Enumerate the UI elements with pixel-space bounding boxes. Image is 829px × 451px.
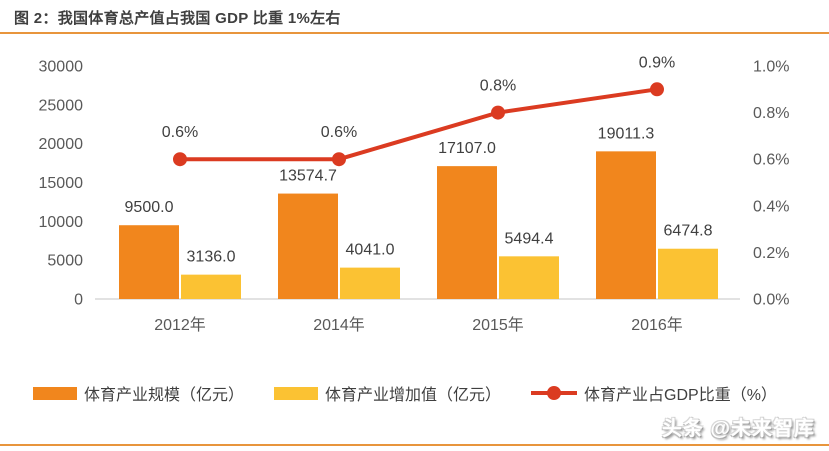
line-marker: [332, 152, 346, 167]
line-value-label: 0.6%: [321, 124, 357, 141]
bar-0-2014年: [278, 193, 338, 299]
bar-1-2016年: [658, 248, 718, 299]
bar-0-2015年: [437, 166, 497, 299]
bar-value-label: 4041.0: [346, 242, 395, 259]
legend-line-dot: [547, 386, 562, 400]
bar-value-label: 9500.0: [125, 199, 174, 216]
bar-1-2015年: [499, 256, 559, 299]
legend-item: 体育产业规模（亿元）: [33, 381, 244, 405]
x-axis-label: 2016年: [631, 316, 683, 334]
legend-label: 体育产业增加值（亿元）: [325, 387, 502, 404]
gdp-ratio-line: [180, 87, 658, 162]
y-axis-right-tick-label: 0.6%: [753, 152, 789, 169]
bar-value-label: 13574.7: [279, 168, 337, 185]
bar-1-2012年: [181, 274, 241, 299]
legend-line-swatch: [531, 386, 578, 400]
line-value-label: 0.8%: [480, 78, 516, 95]
y-axis-right-tick-label: 0.0%: [753, 292, 789, 309]
y-axis-right-tick-label: 1.0%: [753, 59, 789, 76]
legend: 体育产业规模（亿元） 体育产业增加值（亿元） 体育产业占GDP比重（%）: [33, 381, 777, 405]
figure-title: 图 2：我国体育总产值占我国 GDP 比重 1%左右: [14, 10, 341, 27]
y-axis-left-tick-label: 20000: [39, 136, 84, 153]
y-axis-right-tick-label: 0.8%: [753, 105, 789, 122]
legend-label: 体育产业占GDP比重（%）: [584, 387, 777, 404]
title-divider: [0, 32, 829, 34]
line-marker: [173, 152, 187, 167]
y-axis-right-tick-label: 0.4%: [753, 198, 789, 215]
combo-chart: 0 5000 10000 15000 20000 25000 30000 0.0% 0.2% 0.…: [39, 54, 790, 334]
bottom-divider: [0, 444, 829, 446]
bar-0-2016年: [596, 151, 656, 299]
legend-item: 体育产业占GDP比重（%）: [531, 381, 777, 405]
line-value-label: 0.9%: [639, 54, 675, 71]
bar-0-2012年: [119, 225, 179, 299]
y-axis-left-tick-label: 10000: [39, 214, 84, 231]
x-axis-label: 2014年: [313, 316, 365, 334]
x-axis-label: 2015年: [472, 316, 524, 334]
legend-bar-swatch: [274, 386, 319, 400]
y-axis-left-tick-label: 30000: [39, 59, 84, 76]
watermark: 头条 @未来智库: [661, 418, 815, 440]
line-marker: [650, 82, 664, 97]
legend-label: 体育产业规模（亿元）: [84, 387, 245, 404]
y-axis-left-tick-label: 0: [74, 292, 83, 309]
bar-value-label: 19011.3: [598, 125, 655, 142]
bar-value-label: 5494.4: [505, 230, 554, 247]
y-axis-left-tick-label: 5000: [47, 253, 83, 270]
bar-value-label: 6474.8: [664, 223, 713, 240]
line-value-label: 0.6%: [162, 124, 198, 141]
y-axis-left-tick-label: 25000: [39, 97, 84, 114]
x-axis-label: 2012年: [154, 316, 206, 334]
legend-item: 体育产业增加值（亿元）: [274, 381, 501, 405]
y-axis-left-tick-label: 15000: [39, 175, 84, 192]
line-marker: [491, 105, 505, 120]
y-axis-right-tick-label: 0.2%: [753, 245, 789, 262]
bar-value-label: 17107.0: [438, 140, 496, 157]
bar-value-label: 3136.0: [187, 249, 236, 266]
legend-bar-swatch: [33, 386, 77, 400]
bar-1-2014年: [340, 267, 400, 299]
